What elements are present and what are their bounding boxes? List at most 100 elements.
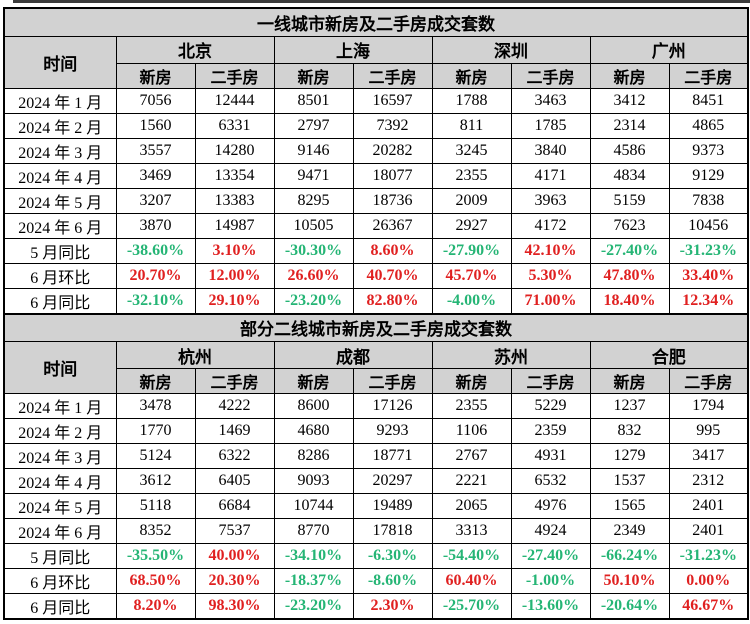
month-data-row: 2024 年 4 月 3469 13354 9471 18077 2355 4171 4834… (3, 162, 749, 189)
transaction-count-cell: 1785 (510, 112, 591, 139)
transaction-count-cell: 8600 (273, 393, 354, 419)
transaction-count-cell: 8451 (668, 87, 749, 114)
transaction-count-cell: 19489 (352, 493, 433, 519)
tier1-cities-table: 一线城市新房及二手房成交套数 时间 北京 上海 深圳 广州 新房 二手房 新房 … (3, 7, 750, 315)
transaction-count-cell: 4586 (589, 137, 670, 164)
month-data-row: 2024 年 6 月 8352 7537 8770 17818 3313 4924 2349 2… (3, 518, 749, 544)
percent-change-cell: -31.23% (668, 543, 749, 569)
percent-change-cell: 50.10% (589, 568, 670, 594)
row-label-percent: 6 月环比 (3, 568, 117, 594)
row-label-month: 2024 年 1 月 (3, 393, 117, 419)
table-title: 一线城市新房及二手房成交套数 (3, 7, 749, 37)
row-label-month: 2024 年 4 月 (3, 162, 117, 189)
transaction-count-cell: 5118 (115, 493, 196, 519)
transaction-count-cell: 2355 (431, 393, 512, 419)
transaction-count-cell: 2349 (589, 518, 670, 544)
transaction-count-cell: 9093 (273, 468, 354, 494)
row-label-month: 2024 年 5 月 (3, 493, 117, 519)
percent-change-cell: 2.30% (352, 593, 433, 620)
transaction-count-cell: 3417 (668, 443, 749, 469)
percent-change-cell: 26.60% (273, 262, 354, 289)
transaction-count-cell: 6331 (194, 112, 275, 139)
percent-change-cell: 42.10% (510, 237, 591, 264)
transaction-count-cell: 2221 (431, 468, 512, 494)
city-header-shanghai: 上海 (273, 35, 433, 64)
transaction-count-cell: 6532 (510, 468, 591, 494)
row-label-month: 2024 年 1 月 (3, 87, 117, 114)
transaction-count-cell: 3245 (431, 137, 512, 164)
city-header-chengdu: 成都 (273, 341, 433, 369)
transaction-count-cell: 7392 (352, 112, 433, 139)
transaction-count-cell: 8352 (115, 518, 196, 544)
transaction-count-cell: 26367 (352, 212, 433, 239)
city-header-hefei: 合肥 (589, 341, 749, 369)
transaction-count-cell: 2355 (431, 162, 512, 189)
transaction-count-cell: 9129 (668, 162, 749, 189)
time-header: 时间 (3, 341, 117, 394)
subcol-resale-homes: 二手房 (510, 368, 591, 394)
percent-change-row: 6 月同比 -32.10% 29.10% -23.20% 82.80% -4.00% 71.… (3, 287, 749, 314)
transaction-count-cell: 3469 (115, 162, 196, 189)
subcolumn-header-row: 新房 二手房 新房 二手房 新房 二手房 新房 二手房 (4, 368, 749, 394)
transaction-count-cell: 2009 (431, 187, 512, 214)
transaction-count-cell: 3557 (115, 137, 196, 164)
row-label-month: 2024 年 3 月 (3, 443, 117, 469)
row-label-month: 2024 年 2 月 (3, 418, 117, 444)
percent-change-cell: -25.70% (431, 593, 512, 620)
row-label-percent: 5 月同比 (3, 543, 117, 569)
transaction-count-cell: 4172 (510, 212, 591, 239)
transaction-count-cell: 6405 (194, 468, 275, 494)
transaction-count-cell: 1560 (115, 112, 196, 139)
transaction-count-cell: 2359 (510, 418, 591, 444)
transaction-count-cell: 10505 (273, 212, 354, 239)
transaction-count-cell: 995 (668, 418, 749, 444)
transaction-count-cell: 3412 (589, 87, 670, 114)
transaction-count-cell: 4976 (510, 493, 591, 519)
transaction-count-cell: 13383 (194, 187, 275, 214)
subcol-resale-homes: 二手房 (510, 62, 591, 89)
transaction-count-cell: 3612 (115, 468, 196, 494)
transaction-count-cell: 6684 (194, 493, 275, 519)
transaction-count-cell: 2312 (668, 468, 749, 494)
transaction-count-cell: 9373 (668, 137, 749, 164)
city-header-hangzhou: 杭州 (115, 341, 275, 369)
subcol-resale-homes: 二手房 (352, 62, 433, 89)
month-data-row: 2024 年 4 月 3612 6405 9093 20297 2221 6532 1537 2… (3, 468, 749, 494)
transaction-count-cell: 5229 (510, 393, 591, 419)
subcol-new-homes: 新房 (431, 62, 512, 89)
transaction-count-cell: 18077 (352, 162, 433, 189)
subcol-new-homes: 新房 (431, 368, 512, 394)
city-header-row: 时间 北京 上海 深圳 广州 (3, 35, 749, 89)
subcol-new-homes: 新房 (115, 368, 196, 394)
percent-change-cell: -34.10% (273, 543, 354, 569)
transaction-count-cell: 1469 (194, 418, 275, 444)
subcol-resale-homes: 二手房 (668, 368, 749, 394)
transaction-count-cell: 2927 (431, 212, 512, 239)
subcol-new-homes: 新房 (589, 62, 670, 89)
transaction-count-cell: 18736 (352, 187, 433, 214)
percent-change-cell: 46.67% (668, 593, 749, 620)
transaction-count-cell: 1565 (589, 493, 670, 519)
transaction-count-cell: 3313 (431, 518, 512, 544)
transaction-count-cell: 4222 (194, 393, 275, 419)
percent-change-row: 5 月同比 -38.60% 3.10% -30.30% 8.60% -27.90% 42.1… (3, 237, 749, 264)
percent-change-cell: 33.40% (668, 262, 749, 289)
transaction-count-cell: 1106 (431, 418, 512, 444)
table-body: 2024 年 1 月 7056 12444 8501 16597 1788 3463 3412… (3, 87, 749, 314)
time-header: 时间 (3, 35, 117, 89)
percent-change-cell: -27.90% (431, 237, 512, 264)
row-label-month: 2024 年 2 月 (3, 112, 117, 139)
percent-change-row: 6 月同比 8.20% 98.30% -23.20% 2.30% -25.70% -13.6… (3, 593, 749, 620)
row-label-percent: 5 月同比 (3, 237, 117, 264)
subcol-resale-homes: 二手房 (194, 62, 275, 89)
city-header-beijing: 北京 (115, 35, 275, 64)
tier2-cities-table: 部分二线城市新房及二手房成交套数 时间 杭州 成都 苏州 合肥 新房 二手房 新… (3, 312, 750, 620)
subcolumn-header-row: 新房 二手房 新房 二手房 新房 二手房 新房 二手房 (4, 62, 749, 89)
percent-change-cell: -32.10% (115, 287, 196, 314)
transaction-count-cell: 832 (589, 418, 670, 444)
subcol-new-homes: 新房 (115, 62, 196, 89)
month-data-row: 2024 年 5 月 3207 13383 8295 18736 2009 3963 5159… (3, 187, 749, 214)
percent-change-cell: 12.00% (194, 262, 275, 289)
transaction-count-cell: 1279 (589, 443, 670, 469)
table-title-row: 部分二线城市新房及二手房成交套数 (3, 313, 749, 342)
